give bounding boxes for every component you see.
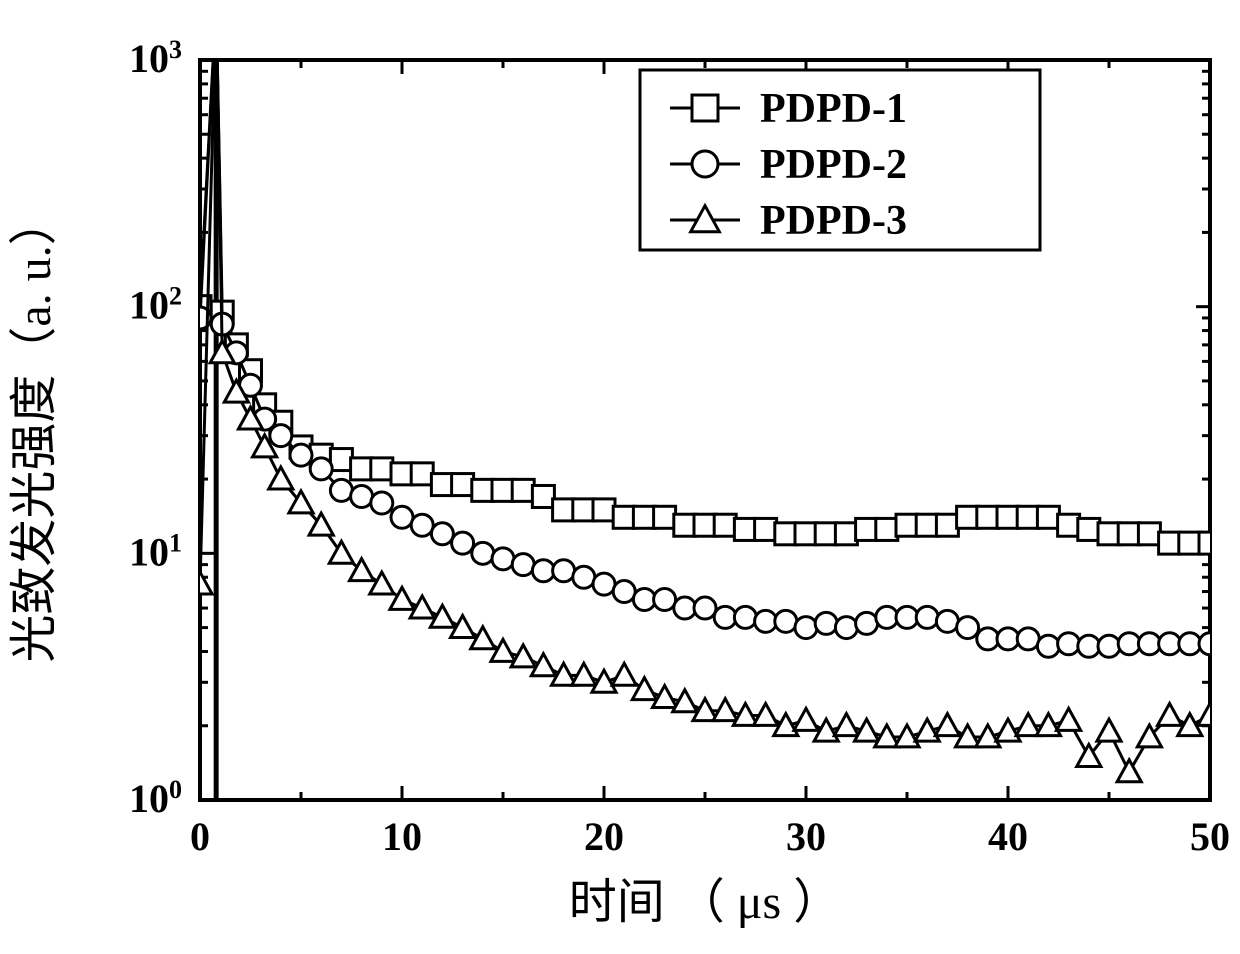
svg-text:PDPD-2: PDPD-2	[760, 142, 907, 188]
svg-text:40: 40	[988, 814, 1028, 859]
pl-decay-chart: 01020304050100101102103时间 （ μs ）光致发光强度（a…	[0, 0, 1240, 954]
svg-text:30: 30	[786, 814, 826, 859]
svg-text:20: 20	[584, 814, 624, 859]
svg-text:PDPD-3: PDPD-3	[760, 198, 907, 244]
chart-container: 01020304050100101102103时间 （ μs ）光致发光强度（a…	[0, 0, 1240, 954]
svg-text:PDPD-1: PDPD-1	[760, 86, 907, 132]
svg-text:时间 （ μs ）: 时间 （ μs ）	[569, 876, 841, 929]
svg-text:50: 50	[1190, 814, 1230, 859]
svg-text:光致发光强度（a. u.）: 光致发光强度（a. u.）	[8, 197, 61, 662]
svg-text:0: 0	[190, 814, 210, 859]
svg-text:10: 10	[382, 814, 422, 859]
